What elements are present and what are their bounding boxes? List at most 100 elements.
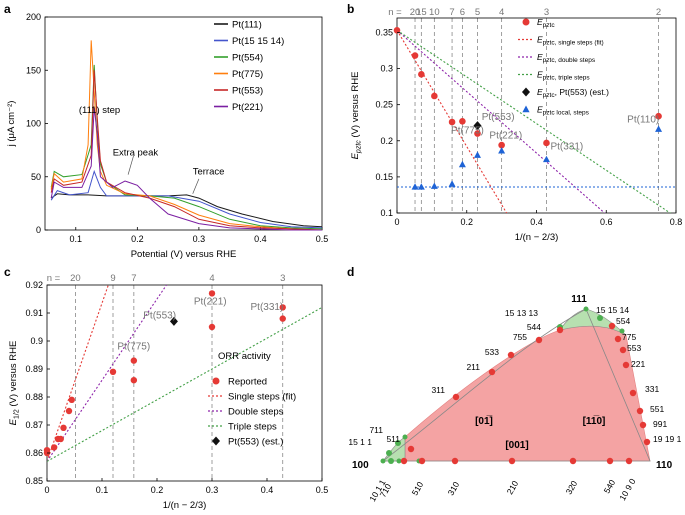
red-point [608,322,616,330]
x-tick-label: 0.4 [254,234,267,244]
legend-label: Pt(221) [232,102,263,113]
y-tick-label: 0.15 [375,172,393,182]
red-point [629,389,637,397]
point-label: Pt(110) [627,115,659,126]
series-line-1 [50,169,323,229]
annotation-arrow [192,178,200,194]
reported-point [65,407,73,415]
y-tick-label: 0.1 [380,208,393,218]
annotation: Terrace [193,167,225,178]
point-label: Pt(331) [550,141,583,152]
fit-line-double [47,285,168,462]
y-tick-label: 0.86 [25,448,43,458]
red-point-label: 540 [602,478,618,496]
red-point-label: 10 9 0 [617,477,638,503]
red-point-label: 510 [410,480,426,498]
red-point [606,457,614,465]
reported-point [68,396,75,403]
panel-label-a: a [4,2,11,16]
zone-label: [01̅] [475,415,493,427]
pt553-est-point [169,316,178,326]
x-tick-label: 0 [44,485,49,495]
epztc-point [431,92,438,100]
legend-label: Epztc local, steps [537,105,590,117]
legend-marker [522,105,530,113]
y-axis-label-main: E [350,152,361,159]
x-tick-label: 0.3 [206,485,219,495]
red-point [451,457,459,465]
legend-label: Epztc, double steps [537,52,596,64]
x-tick-label: 0.6 [600,217,613,227]
local-point [448,180,456,187]
local-point [411,183,419,190]
x-tick-label: 0.5 [316,485,329,495]
y-axis-label: j (μA cm⁻²) [6,101,17,148]
series-line-3 [50,40,323,231]
corner-label: 110 [656,460,673,471]
y-axis-label-rest: (V) versus RHE [350,72,361,141]
legend-label-main: E [537,105,543,115]
n-label: 9 [110,273,115,284]
point-label: Pt(553) [143,311,176,322]
green-marker [402,434,408,440]
legend-marker [522,87,530,97]
red-point [614,335,622,343]
zone-label: [001] [505,440,528,451]
triangle-outline [381,308,651,462]
annotation: (111) step [79,105,120,116]
red-point-label: 551 [650,404,664,414]
n-label: 6 [460,7,465,18]
red-point [507,351,515,359]
red-point-label: 320 [564,479,580,497]
red-point-label: 533 [485,347,499,357]
y-tick-label: 0.88 [25,392,43,402]
y-tick-label: 0.87 [25,420,43,430]
series-line-5 [50,107,322,231]
local-point [430,182,438,189]
red-point [625,457,633,465]
y-axis-label: E1/2 (V) versus RHE [8,341,21,426]
panel-label-d: d [347,265,354,279]
reported-point [60,424,67,431]
red-point [622,361,630,369]
red-point [556,326,564,334]
pt553-est-point [473,121,482,131]
annotation: Extra peak [113,147,159,158]
legend-label: Double steps [228,407,284,418]
y-tick-label: 0.35 [375,27,393,37]
green-marker [583,306,589,312]
red-point-label: 775 [622,332,636,342]
legend-label-main: E [537,35,543,45]
corner-label: 111 [571,294,587,305]
local-point [473,151,481,158]
chart-c: 20 9 7 4 3n =Pt(553)Pt(775)Pt(221)Pt(331)0 0.… [8,273,329,511]
legend-label: Pt(554) [232,53,263,64]
x-tick-label: 0 [394,217,399,227]
y-tick-label: 200 [26,12,41,22]
x-tick-label: 0.3 [193,234,206,244]
legend-label: Pt(553) [232,86,263,97]
red-point [508,457,516,465]
y-tick-label: 0.89 [25,364,43,374]
chart-c-title: ORR activity [218,351,271,362]
y-tick-label: 0.92 [25,280,43,290]
zone-label: [11̅0] [583,415,606,427]
x-tick-label: 0.2 [151,485,164,495]
n-label: 4 [209,273,214,284]
red-point [488,368,496,376]
epztc-point [543,139,550,147]
green-marker [619,328,625,334]
n-label: 5 [475,7,480,18]
y-tick-label: 150 [26,65,41,75]
x-tick-label: 0.1 [96,485,109,495]
n-prefix: n = [388,7,402,18]
y-tick-label: 0.91 [25,308,43,318]
legend-label-main: E [537,17,543,27]
x-tick-label: 0.8 [670,217,683,227]
red-point-label: 544 [527,322,541,332]
legend-label-sub: pztc [543,92,556,99]
n-label: 3 [280,273,285,284]
green-point [388,458,394,464]
